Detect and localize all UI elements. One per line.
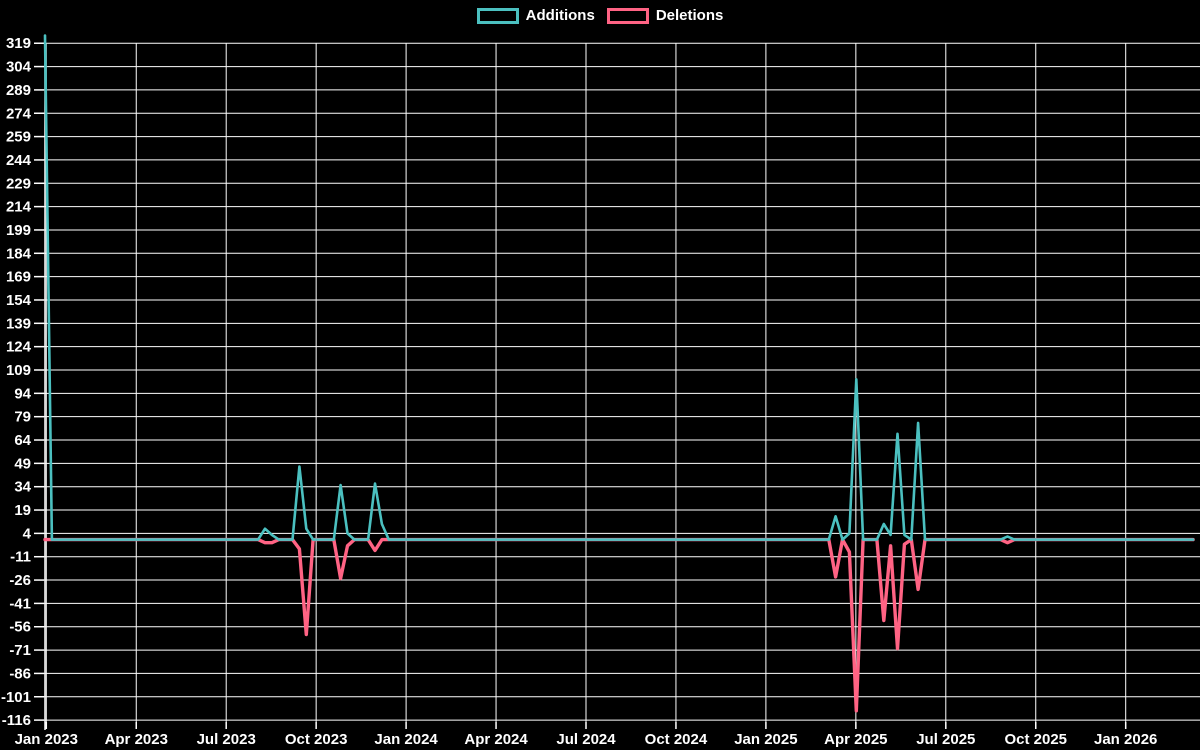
svg-text:64: 64 — [14, 432, 31, 449]
svg-text:Oct 2025: Oct 2025 — [1004, 731, 1067, 748]
svg-text:Jan 2025: Jan 2025 — [734, 731, 797, 748]
svg-text:304: 304 — [6, 59, 32, 76]
svg-text:Apr 2025: Apr 2025 — [824, 731, 887, 748]
svg-text:-86: -86 — [9, 665, 31, 682]
chart-legend: Additions Deletions — [0, 8, 1200, 24]
deletions-legend-label: Deletions — [655, 7, 724, 24]
svg-text:184: 184 — [6, 245, 32, 262]
svg-text:94: 94 — [14, 385, 31, 402]
svg-text:259: 259 — [6, 129, 31, 146]
deletions-line — [43, 537, 1195, 713]
additions-legend-label: Additions — [525, 7, 595, 24]
svg-text:79: 79 — [14, 409, 31, 426]
svg-text:169: 169 — [6, 269, 31, 286]
svg-text:Jul 2024: Jul 2024 — [556, 731, 616, 748]
svg-text:Jul 2023: Jul 2023 — [197, 731, 256, 748]
svg-text:34: 34 — [14, 479, 31, 496]
svg-text:214: 214 — [6, 199, 32, 216]
svg-text:289: 289 — [6, 82, 31, 99]
v-gridlines — [45, 43, 1127, 722]
svg-text:124: 124 — [6, 339, 32, 356]
svg-text:319: 319 — [6, 35, 31, 52]
svg-text:-26: -26 — [9, 572, 31, 589]
additions-line — [43, 34, 1195, 541]
svg-text:Jan 2023: Jan 2023 — [15, 731, 78, 748]
svg-text:109: 109 — [6, 362, 31, 379]
svg-text:49: 49 — [14, 455, 31, 472]
svg-text:Jul 2025: Jul 2025 — [916, 731, 975, 748]
svg-text:Apr 2024: Apr 2024 — [464, 731, 528, 748]
svg-text:Oct 2023: Oct 2023 — [285, 731, 348, 748]
svg-text:Apr 2023: Apr 2023 — [105, 731, 168, 748]
svg-text:199: 199 — [6, 222, 31, 239]
svg-text:-11: -11 — [10, 549, 31, 566]
svg-text:-116: -116 — [2, 712, 31, 729]
svg-text:4: 4 — [23, 525, 32, 542]
svg-text:Jan 2026: Jan 2026 — [1094, 731, 1157, 748]
y-tick-marks — [34, 42, 44, 721]
svg-text:-71: -71 — [9, 642, 31, 659]
svg-text:154: 154 — [6, 292, 32, 309]
x-axis-labels: Jan 2023 Apr 2023 Jul 2023 Oct 2023 Jan 2024… — [15, 731, 1158, 748]
x-tick-marks — [45, 722, 1127, 729]
svg-text:Oct 2024: Oct 2024 — [645, 731, 708, 748]
deletions-legend-swatch — [606, 8, 649, 24]
svg-text:19: 19 — [14, 502, 31, 519]
y-axis-labels: 319 304 289 274 259 244 229 214 199 184 169 154 139 1… — [1, 35, 32, 729]
h-gridlines — [44, 42, 1200, 721]
svg-text:229: 229 — [6, 175, 31, 192]
svg-text:274: 274 — [6, 105, 32, 122]
svg-text:-56: -56 — [9, 619, 31, 636]
additions-legend-swatch — [476, 8, 519, 24]
svg-text:Jan 2024: Jan 2024 — [374, 731, 438, 748]
svg-text:-101: -101 — [1, 689, 31, 706]
legend-item-deletions[interactable]: Deletions — [606, 7, 724, 24]
svg-text:139: 139 — [6, 315, 31, 332]
svg-text:-41: -41 — [9, 595, 31, 612]
svg-text:244: 244 — [6, 152, 32, 169]
legend-item-additions[interactable]: Additions — [476, 7, 595, 24]
